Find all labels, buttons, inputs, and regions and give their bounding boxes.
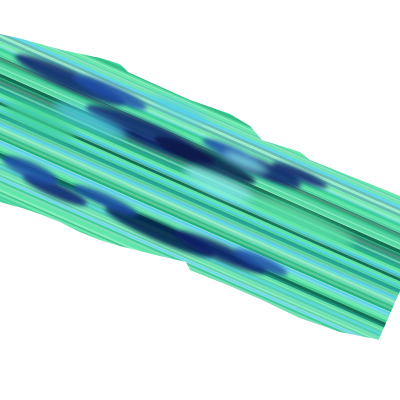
dark-streak-blob bbox=[272, 162, 328, 188]
dark-streak-blob bbox=[22, 174, 88, 206]
dark-streak-blob bbox=[104, 206, 216, 258]
dark-streak-blob bbox=[174, 230, 266, 274]
streak-line bbox=[0, 76, 400, 289]
cyan-highlight bbox=[221, 150, 269, 174]
streak-line bbox=[0, 133, 378, 344]
dark-streak-blob bbox=[2, 155, 58, 185]
streak-line bbox=[0, 78, 400, 292]
streak-line bbox=[0, 104, 391, 318]
streak-line bbox=[0, 100, 392, 313]
streak-line bbox=[0, 137, 376, 344]
streak-line bbox=[0, 34, 400, 244]
streak-line bbox=[0, 80, 400, 295]
streak-line bbox=[0, 106, 389, 321]
streak-highlights bbox=[3, 96, 356, 246]
streak-line bbox=[0, 90, 396, 303]
streak-line bbox=[0, 131, 379, 343]
streak-line bbox=[0, 102, 391, 315]
streak-line bbox=[0, 93, 395, 306]
dark-streak-blob bbox=[154, 136, 256, 184]
streak-line bbox=[0, 96, 394, 312]
cyan-highlight bbox=[53, 102, 127, 138]
dark-streak-blob bbox=[73, 74, 147, 110]
streak-line bbox=[0, 87, 398, 302]
streak-line bbox=[0, 108, 388, 323]
cyan-highlight bbox=[244, 194, 356, 246]
streak-line bbox=[0, 83, 400, 296]
streak-line bbox=[0, 34, 400, 230]
cyan-highlight bbox=[183, 166, 257, 204]
streak-line bbox=[0, 34, 400, 232]
dark-streak-blob bbox=[232, 248, 288, 276]
streak-line bbox=[0, 84, 399, 300]
cyan-highlight bbox=[152, 96, 208, 124]
streak-line bbox=[0, 128, 380, 341]
cyan-highlight bbox=[3, 101, 77, 139]
dark-streak-blob bbox=[72, 184, 138, 216]
